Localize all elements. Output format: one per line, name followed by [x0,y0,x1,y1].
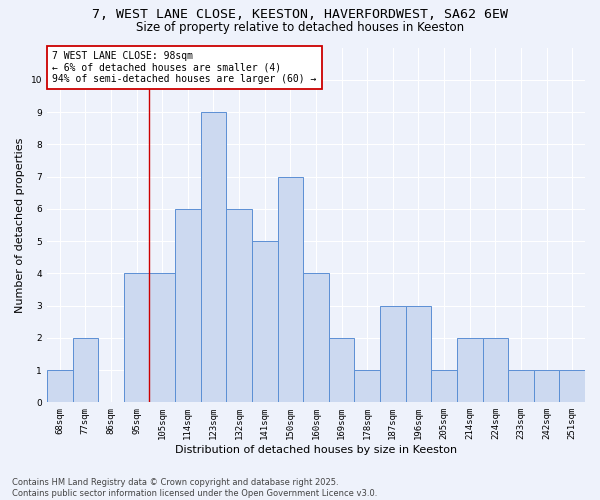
Bar [278,176,303,402]
Bar [47,370,73,402]
Text: 7 WEST LANE CLOSE: 98sqm
← 6% of detached houses are smaller (4)
94% of semi-det: 7 WEST LANE CLOSE: 98sqm ← 6% of detache… [52,51,317,84]
Bar [329,338,355,402]
Bar [534,370,559,402]
Bar [175,209,200,402]
Bar [457,338,482,402]
Bar [380,306,406,402]
Bar [508,370,534,402]
Bar [200,112,226,403]
Text: Contains HM Land Registry data © Crown copyright and database right 2025.
Contai: Contains HM Land Registry data © Crown c… [12,478,377,498]
X-axis label: Distribution of detached houses by size in Keeston: Distribution of detached houses by size … [175,445,457,455]
Bar [149,274,175,402]
Bar [73,338,98,402]
Bar [355,370,380,402]
Bar [559,370,585,402]
Text: Size of property relative to detached houses in Keeston: Size of property relative to detached ho… [136,21,464,34]
Bar [252,241,278,402]
Bar [482,338,508,402]
Bar [124,274,149,402]
Bar [431,370,457,402]
Bar [226,209,252,402]
Y-axis label: Number of detached properties: Number of detached properties [15,137,25,312]
Text: 7, WEST LANE CLOSE, KEESTON, HAVERFORDWEST, SA62 6EW: 7, WEST LANE CLOSE, KEESTON, HAVERFORDWE… [92,8,508,20]
Bar [303,274,329,402]
Bar [406,306,431,402]
